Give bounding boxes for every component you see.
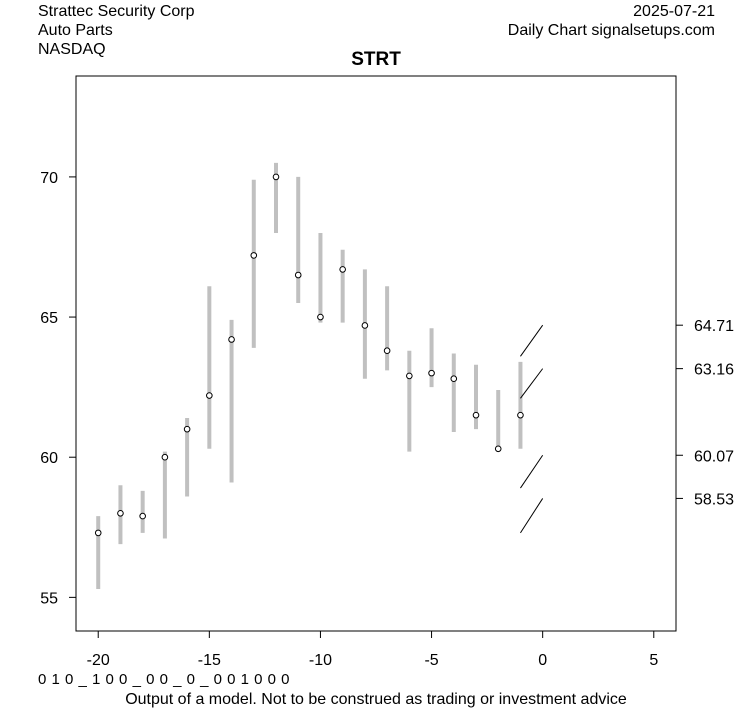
plot-frame <box>75 75 677 632</box>
disclaimer: Output of a model. Not to be construed a… <box>125 691 627 708</box>
chart-date: 2025-07-21 <box>633 3 715 20</box>
close-point <box>161 453 169 461</box>
y-axis: 55 60 65 70 <box>40 170 77 607</box>
close-point <box>206 392 213 399</box>
x-tick-label: 5 <box>649 652 658 669</box>
projection-line <box>520 454 544 489</box>
close-point <box>450 375 458 383</box>
close-point <box>428 369 435 377</box>
exchange-label: NASDAQ <box>38 41 106 58</box>
close-point <box>94 529 102 537</box>
projection-line <box>520 324 544 357</box>
x-tick-label: -20 <box>87 652 110 669</box>
close-point <box>406 372 413 380</box>
y-tick-label: 70 <box>40 170 58 187</box>
projection-line <box>520 498 544 534</box>
close-point <box>250 252 258 259</box>
chart-source: Daily Chart signalsetups.com <box>507 22 715 39</box>
projection-lines <box>520 324 544 534</box>
signal-code: 0 1 0 _ 1 0 0 _ 0 0 _ 0 _ 0 0 1 0 0 0 <box>38 671 290 688</box>
x-tick-label: -15 <box>198 652 221 669</box>
close-point <box>117 509 124 517</box>
x-tick-label: -10 <box>309 652 332 669</box>
close-point <box>361 322 369 329</box>
y-tick-label: 65 <box>40 310 58 327</box>
projection-line <box>520 368 544 399</box>
company-name: Strattec Security Corp <box>38 3 195 20</box>
right-tick-label: 60.07 <box>694 448 734 465</box>
close-point <box>383 347 391 354</box>
right-labels: 64.71 63.16 60.07 58.53 <box>676 318 734 508</box>
close-point <box>183 425 191 433</box>
x-tick-label: -5 <box>424 652 438 669</box>
close-point <box>494 445 502 453</box>
chart-title: STRT <box>351 49 401 70</box>
price-bars <box>94 162 524 589</box>
close-point <box>139 512 146 520</box>
sector-label: Auto Parts <box>38 22 113 39</box>
close-point <box>294 271 302 279</box>
x-axis: -20 -15 -10 -5 0 5 <box>87 630 658 669</box>
x-tick-label: 0 <box>538 652 547 669</box>
close-point <box>317 313 324 321</box>
close-point <box>517 411 524 419</box>
y-tick-label: 55 <box>40 590 58 607</box>
right-tick-label: 58.53 <box>694 491 734 508</box>
close-point <box>272 173 280 181</box>
close-point <box>472 411 480 419</box>
close-point <box>339 266 346 273</box>
right-tick-label: 63.16 <box>694 362 734 379</box>
y-tick-label: 60 <box>40 450 58 467</box>
right-tick-label: 64.71 <box>694 318 734 335</box>
close-point <box>228 336 235 343</box>
